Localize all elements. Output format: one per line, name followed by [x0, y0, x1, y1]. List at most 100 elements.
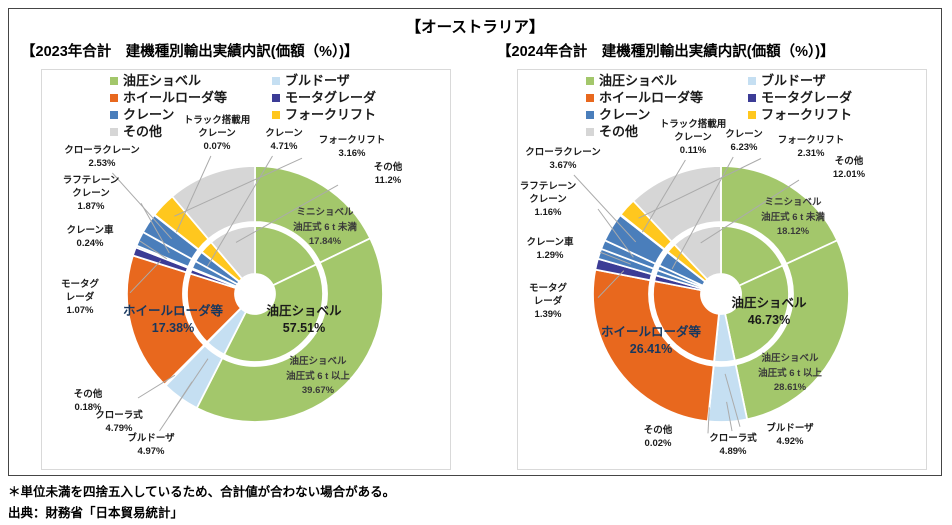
- legend-label: ブルドーザ: [761, 73, 826, 88]
- callout-name: ブルドーザ: [127, 433, 175, 444]
- callout-crawler-crane: クローラクレーン 2.53%: [47, 144, 157, 170]
- callout-name: フォークリフト: [318, 135, 386, 146]
- legend-label: フォークリフト: [285, 107, 377, 122]
- inner-label-value: 57.51%: [282, 320, 326, 335]
- segment-2023-inner-large-shovel: [222, 263, 324, 363]
- callout-truck-mounted-crane: トラック搭載用 クレーン 0.07%: [162, 114, 272, 153]
- callout-rough-terrain-crane: ラフテレーン クレーン 1.16%: [493, 180, 603, 219]
- footnote-rounding: ＊単位未満を四捨五入しているため、合計値が合わない場合がある。: [8, 485, 396, 499]
- callout-name: その他: [373, 162, 403, 173]
- leader-line-motor-grader: [597, 270, 625, 299]
- segment-2024-outer-wheel-loader: [592, 268, 715, 423]
- legend-swatch-blue: [586, 111, 594, 119]
- inner-label-name: ホイールローダ等: [600, 325, 701, 339]
- leader-line-others-group: [235, 184, 339, 243]
- donut-chart-2024: [573, 156, 850, 434]
- ring-label-value: 17.84%: [308, 236, 342, 247]
- callout-value: 12.01%: [832, 169, 866, 180]
- segment-2024-inner-others: [673, 225, 722, 281]
- ring-label-large-shovel: 油圧ショベル 油圧式 6 t 以上 39.67%: [258, 355, 378, 399]
- callout-name: モータグ: [60, 279, 99, 290]
- leader-line-truck-mounted-crane: [641, 159, 686, 233]
- inner-label-value: 26.41%: [629, 341, 673, 356]
- inner-label-name: 油圧ショベル: [266, 304, 342, 318]
- callout-motor-grader: モータグ レーダ 1.39%: [493, 282, 603, 321]
- legend-swatch-orange: [110, 94, 118, 102]
- legend-label: その他: [123, 124, 163, 139]
- legend-col1-item-blue: クレーン: [586, 107, 650, 123]
- ring-label-mini-shovel: ミニショベル 油圧式 6 t 未満 17.84%: [265, 206, 385, 250]
- callout-name: クレーン: [529, 194, 567, 205]
- callout-value: 2.53%: [88, 158, 116, 169]
- ring-label-name: ミニショベル: [764, 197, 822, 208]
- legend-col2-item-navy: モータグレーダ: [748, 90, 852, 106]
- legend-label: モータグレーダ: [285, 90, 377, 105]
- legend-col1-item-green: 油圧ショベル: [586, 73, 677, 89]
- inner-label-hydraulic-shovel-total: 油圧ショベル 57.51%: [234, 303, 374, 336]
- callout-forklift: フォークリフト 2.31%: [756, 134, 866, 160]
- segment-2023-outer-large-shovel: [195, 237, 384, 423]
- legend-label: ホイールローダ等: [599, 90, 704, 105]
- legend-col1-item-orange: ホイールローダ等: [586, 90, 703, 106]
- callout-name: クレーン: [674, 132, 712, 143]
- ring-label-value: 39.67%: [301, 385, 335, 396]
- legend-col1-item-green: 油圧ショベル: [110, 73, 201, 89]
- callout-others-group: その他 11.2%: [333, 161, 443, 187]
- legend-swatch-blue: [110, 111, 118, 119]
- inner-label-hydraulic-shovel-total: 油圧ショベル 46.73%: [699, 295, 839, 328]
- legend-label: クレーン: [599, 107, 651, 122]
- callout-name: トラック搭載用: [659, 119, 727, 130]
- callout-value: 4.97%: [137, 446, 165, 457]
- callout-value: 4.89%: [719, 446, 747, 457]
- segment-2024-outer-others: [632, 165, 722, 243]
- callout-crane-group: クレーン 6.23%: [689, 128, 799, 154]
- callout-name: ラフテレーン: [62, 175, 120, 186]
- inner-label-value: 17.38%: [151, 320, 195, 335]
- callout-name: ブルドーザ: [766, 423, 814, 434]
- callout-motor-grader: モータグ レーダ 1.07%: [25, 278, 135, 317]
- callout-crawler-type: クローラ式 4.89%: [678, 432, 788, 458]
- callout-crane-group: クレーン 4.71%: [229, 127, 339, 153]
- segment-2024-outer-large-shovel: [734, 239, 850, 421]
- callout-forklift: フォークリフト 3.16%: [297, 134, 407, 160]
- leader-line-bulldozer-others: [137, 374, 176, 399]
- callout-bulldozer-group: ブルドーザ 4.97%: [96, 432, 206, 458]
- inner-label-value: 46.73%: [747, 312, 791, 327]
- callout-name: クレーン車: [66, 225, 114, 236]
- legend-col2-item-yellow: フォークリフト: [748, 107, 852, 123]
- segment-2024-inner-large-shovel: [724, 264, 790, 362]
- page-title: 【オーストラリア】: [405, 19, 545, 36]
- callout-crawler-crane: クローラクレーン 3.67%: [508, 146, 618, 172]
- callout-value: 3.16%: [338, 148, 366, 159]
- leader-line-bulldozer-others: [707, 407, 710, 434]
- callout-value: 1.87%: [77, 201, 105, 212]
- chart-2024-title: 【2024年合計 建機種別輸出実績内訳(価額（%）)】: [497, 44, 835, 60]
- leader-line-truck-mounted-crane: [175, 155, 212, 233]
- legend-swatch-light-blue: [272, 77, 280, 85]
- inner-label-name: 油圧ショベル: [731, 296, 807, 310]
- leader-line-crane-group: [671, 156, 734, 270]
- callout-name: その他: [834, 156, 864, 167]
- callout-name: ラフテレーン: [519, 181, 577, 192]
- leader-line-crane-truck: [139, 240, 168, 260]
- legend-col2-item-light-blue: ブルドーザ: [272, 73, 350, 89]
- callout-value: 3.67%: [549, 160, 577, 171]
- callout-name: クレーン: [265, 128, 303, 139]
- legend-label: フォークリフト: [761, 107, 853, 122]
- legend-col1-item-gray: その他: [586, 124, 638, 140]
- callout-value: 4.79%: [105, 423, 133, 434]
- legend-swatch-gray: [586, 128, 594, 136]
- leader-line-motor-grader: [129, 260, 162, 294]
- inner-label-wheel-loader-total: ホイールローダ等 17.38%: [103, 303, 243, 336]
- callout-name: クローラクレーン: [525, 147, 601, 158]
- ring-label-name: ミニショベル: [296, 207, 354, 218]
- legend-swatch-light-blue: [748, 77, 756, 85]
- leader-line-others-group: [700, 179, 800, 244]
- callout-value: 11.2%: [374, 175, 402, 186]
- callout-name: クローラ式: [95, 410, 143, 421]
- leader-line-bulldozer-group: [159, 358, 209, 432]
- legend-swatch-navy: [272, 94, 280, 102]
- ring-label-name: 油圧ショベル: [761, 353, 819, 364]
- callout-name: クレーン: [72, 188, 110, 199]
- callout-value: 1.07%: [66, 305, 94, 316]
